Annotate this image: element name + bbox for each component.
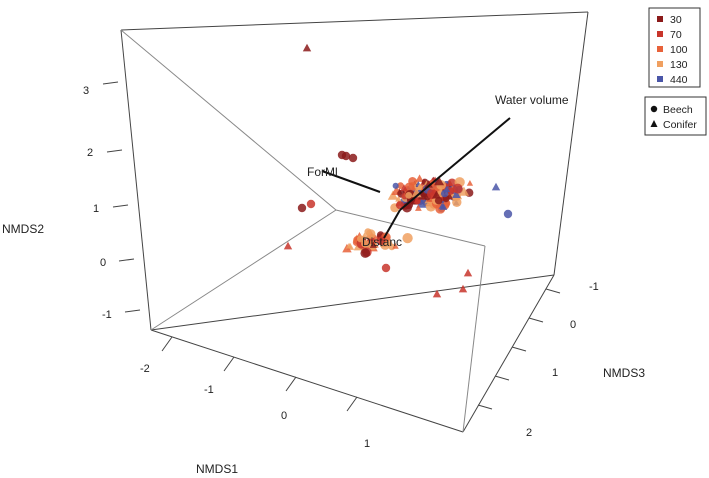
z-tick-label: -1 (589, 281, 599, 293)
data-point-circle (348, 153, 358, 163)
circle-icon (650, 105, 658, 113)
data-point-triangle (345, 242, 353, 249)
data-point-triangle (458, 284, 468, 293)
data-points (283, 43, 513, 298)
shape-legend: Beech Conifer (644, 96, 707, 136)
data-point-triangle (452, 190, 461, 199)
data-point-triangle (434, 176, 445, 186)
data-point-circle (376, 236, 386, 245)
x-tick-label: 0 (281, 410, 287, 422)
legend-label: 440 (670, 74, 688, 86)
x-tick-label: -1 (204, 384, 214, 396)
legend-swatch (657, 16, 663, 22)
data-point-triangle (446, 179, 454, 186)
data-point-circle (366, 229, 376, 239)
triangle-icon (650, 120, 658, 127)
vector-label: ForMl (307, 165, 338, 179)
vector-distanc (383, 209, 401, 239)
data-point-circle (503, 209, 513, 219)
plot-box (120, 11, 589, 433)
z-tick-label: 0 (570, 319, 576, 331)
data-point-triangle (302, 43, 312, 52)
data-point-circle (440, 189, 449, 198)
data-point-triangle (417, 191, 427, 200)
data-point-circle (408, 176, 417, 186)
data-point-triangle (424, 180, 433, 188)
x-tick-label: 1 (364, 438, 370, 450)
data-point-triangle (414, 204, 422, 211)
data-point-circle (434, 196, 443, 205)
data-point-circle (297, 203, 307, 213)
data-point-circle (402, 232, 413, 244)
data-point-triangle (369, 241, 377, 248)
data-point-triangle (387, 190, 399, 200)
data-point-triangle (439, 203, 448, 210)
data-point-triangle (400, 184, 408, 191)
data-point-triangle (283, 241, 293, 250)
vector-forml (321, 170, 381, 193)
data-point-circle (337, 150, 347, 160)
data-point-triangle (432, 190, 441, 199)
legend-swatch (657, 61, 663, 67)
data-point-triangle (432, 289, 442, 298)
y-tick-label: 0 (100, 257, 106, 269)
data-point-triangle (416, 198, 427, 208)
y-tick-label: 2 (87, 147, 93, 159)
legend-swatch (657, 31, 663, 37)
legend-swatch (657, 76, 663, 82)
y-tick-label: 1 (93, 203, 99, 215)
data-point-circle (397, 182, 404, 189)
data-point-triangle (392, 242, 399, 249)
y-axis-label: NMDS2 (2, 222, 44, 236)
data-point-triangle (395, 195, 402, 202)
axis-ticks (102, 81, 561, 412)
vector-label: Water volume (495, 93, 569, 107)
data-point-circle (306, 199, 316, 209)
data-point-circle (452, 183, 463, 194)
data-point-triangle (466, 180, 474, 186)
data-point-triangle (360, 232, 369, 239)
data-point-circle (361, 240, 369, 248)
color-legend: 30 70 100 130 440 (648, 7, 701, 88)
data-point-triangle (463, 268, 473, 277)
legend-label: 130 (670, 59, 688, 71)
legend-label: 30 (670, 14, 682, 26)
data-point-circle (381, 263, 391, 273)
data-point-circle (405, 191, 413, 199)
legend-label: 100 (670, 44, 688, 56)
vector-label: Distanc (362, 235, 402, 249)
z-axis-label: NMDS3 (603, 366, 645, 380)
data-point-triangle (410, 185, 417, 191)
y-tick-label: -1 (102, 309, 112, 321)
biplot-vectors (321, 117, 511, 239)
z-tick-label: 1 (552, 367, 558, 379)
y-tick-label: 3 (83, 85, 89, 97)
x-tick-label: -2 (140, 363, 150, 375)
z-tick-label: 2 (526, 427, 532, 439)
data-point-circle (360, 248, 371, 258)
data-point-circle (392, 182, 399, 189)
vector-water-volume (399, 117, 511, 211)
data-point-triangle (415, 174, 424, 182)
data-point-circle (414, 198, 421, 205)
legend-label: 70 (670, 29, 682, 41)
data-point-triangle (491, 182, 501, 191)
data-point-triangle (415, 183, 424, 191)
legend-label: Beech (663, 104, 693, 116)
x-axis-label: NMDS1 (196, 462, 238, 476)
legend-swatch (657, 46, 663, 52)
legend-label: Conifer (663, 119, 697, 131)
data-point-triangle (458, 186, 470, 196)
